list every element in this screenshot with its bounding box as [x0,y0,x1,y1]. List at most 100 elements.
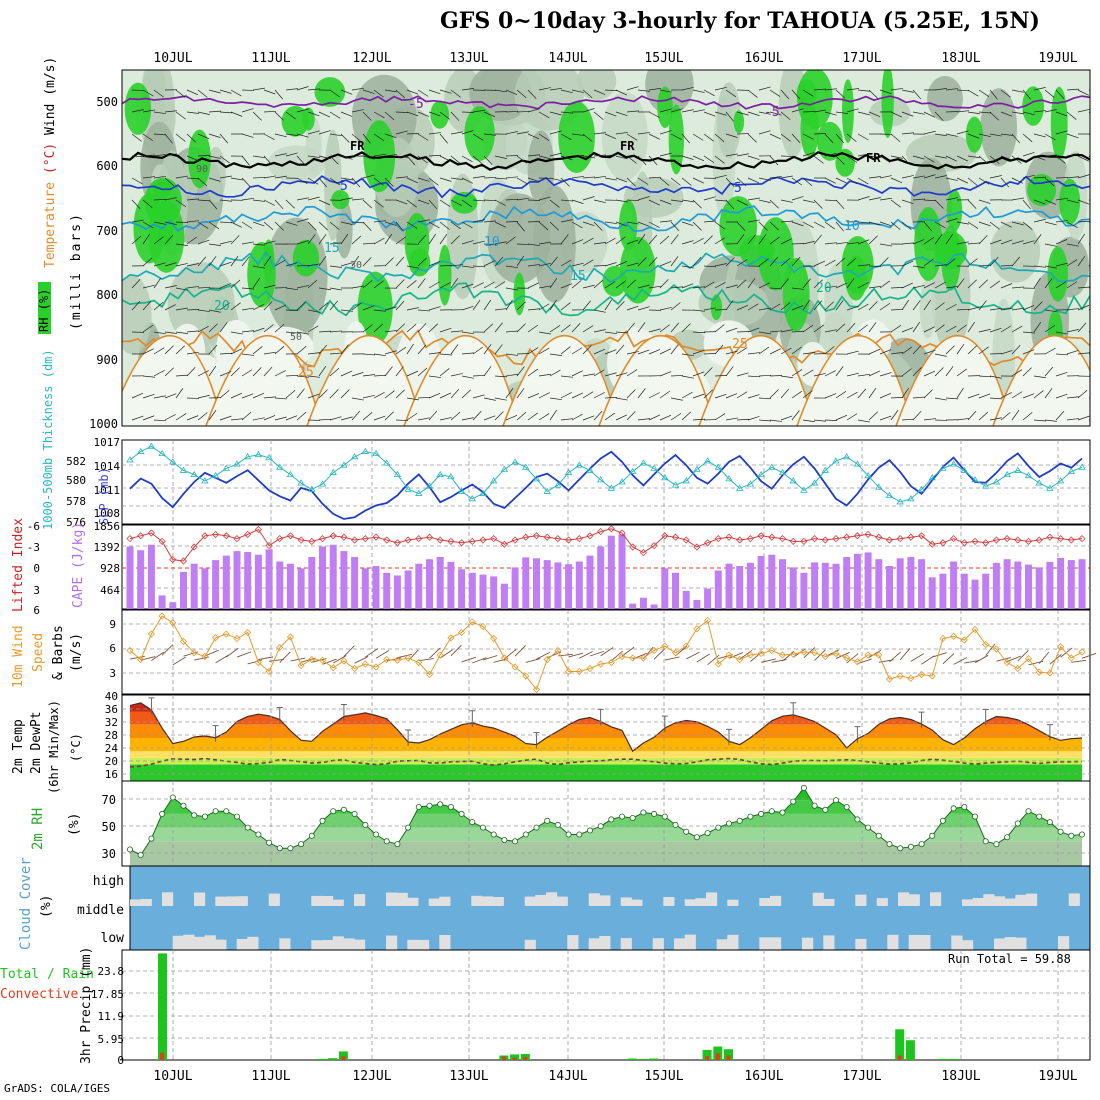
wind-barb [813,133,827,135]
li-point [447,537,455,545]
wind-barb [1077,352,1090,355]
rh-green-blob [302,107,315,131]
thickness-ytick: 580 [66,474,86,487]
cape-bar [693,599,701,609]
li-point [746,535,754,543]
wind-speed-point [618,652,626,661]
precip-total-bar [638,1058,648,1060]
wind-barb-10m [279,651,291,663]
wind-barb [989,111,999,121]
wind-barb [923,199,936,202]
wind-barb [329,389,339,399]
cape-bar [800,572,808,609]
thickness-point [736,484,744,491]
wind-barb-10m [696,653,710,663]
wind-barb [153,347,165,355]
bottom-date-label: 15JUL [644,1069,683,1084]
wind-barb [340,89,353,95]
wind-barb [945,155,957,162]
wind-barb [329,155,339,165]
cloud-mid-cell [354,894,366,906]
wind-barb [527,243,540,247]
wind-barb [923,418,936,421]
wind-barb [153,419,166,422]
wind-barb [868,235,878,245]
wind-barb [923,326,935,333]
cloud-low-cell [802,937,814,950]
wind-barb [1022,174,1035,179]
wind-barb [450,264,463,267]
cloud-mid-cell [620,897,632,906]
wind-barb [1044,199,1057,205]
wind-barb [1011,240,1024,245]
wind-barb [549,199,560,208]
rh-point [779,809,786,816]
wind-barb [868,111,881,118]
wind-barb [241,411,252,421]
precip-total-bar [948,1058,958,1060]
cape-bar [533,558,540,609]
temp-ytick: 36 [105,703,118,716]
wind-barb [1066,281,1078,289]
wind-barb [505,373,518,377]
wind-barb-10m [664,656,680,661]
thickness-point [1056,477,1065,484]
wind-barb [1044,419,1057,422]
wind-barb [989,375,1002,379]
wind-barb [1088,89,1090,91]
wind-barb [373,177,384,186]
wind-speed-point [318,656,327,664]
wind-barb [626,221,639,225]
wind-barb [538,155,551,160]
wind-speed-point [147,630,155,638]
wind-barb [747,375,760,378]
wind-barb [241,241,254,245]
wind-barb [681,199,694,203]
li-point [982,539,990,547]
cloud-mid-cell [855,894,867,906]
wind-barb [626,411,636,421]
wind-barb [450,373,463,377]
rh-point [127,846,134,853]
rh-point [244,824,251,831]
wind-barb [153,175,166,179]
cape-bar [875,559,883,609]
wind-barb [252,111,262,121]
wind-speed-point [361,660,369,668]
thickness-point [896,498,904,505]
cloud-low-cell [332,936,344,950]
rh-point [447,804,454,811]
wind-speed-point [778,651,787,659]
wind-barb [1033,110,1046,113]
wind-barb [142,375,155,378]
wind-barb [461,155,473,163]
wind-barb [1077,304,1090,311]
wind-barb [329,352,342,355]
rh2m-panel: 70 50 30 2m RH (%) [30,780,1091,867]
wind-barb [714,87,727,91]
rh-point [982,838,989,845]
wind-barb [1088,397,1090,399]
wind-barb [626,86,639,91]
wind-barb [527,324,539,333]
wind-barb [527,199,541,201]
li-point [960,539,968,547]
wind-barb [681,133,691,144]
wind-barb [967,155,980,159]
wind-barb [1033,218,1046,223]
wind-barb [857,153,870,157]
wind-barb [901,242,914,245]
wind-barb-10m [397,653,413,659]
cape-bar [960,573,968,609]
wind-barb [1066,329,1079,333]
wind-barb [791,305,804,311]
isotherm-label: 25 [298,365,314,380]
wind-barb [978,89,990,97]
thickness-point [703,457,712,464]
slp-axis-label: SLP (mb) [97,467,111,525]
wind-barb [362,257,372,267]
wind-barb-10m [739,650,753,660]
wind-barb [395,346,407,355]
li-point [971,537,979,545]
wind-barb [516,221,525,232]
